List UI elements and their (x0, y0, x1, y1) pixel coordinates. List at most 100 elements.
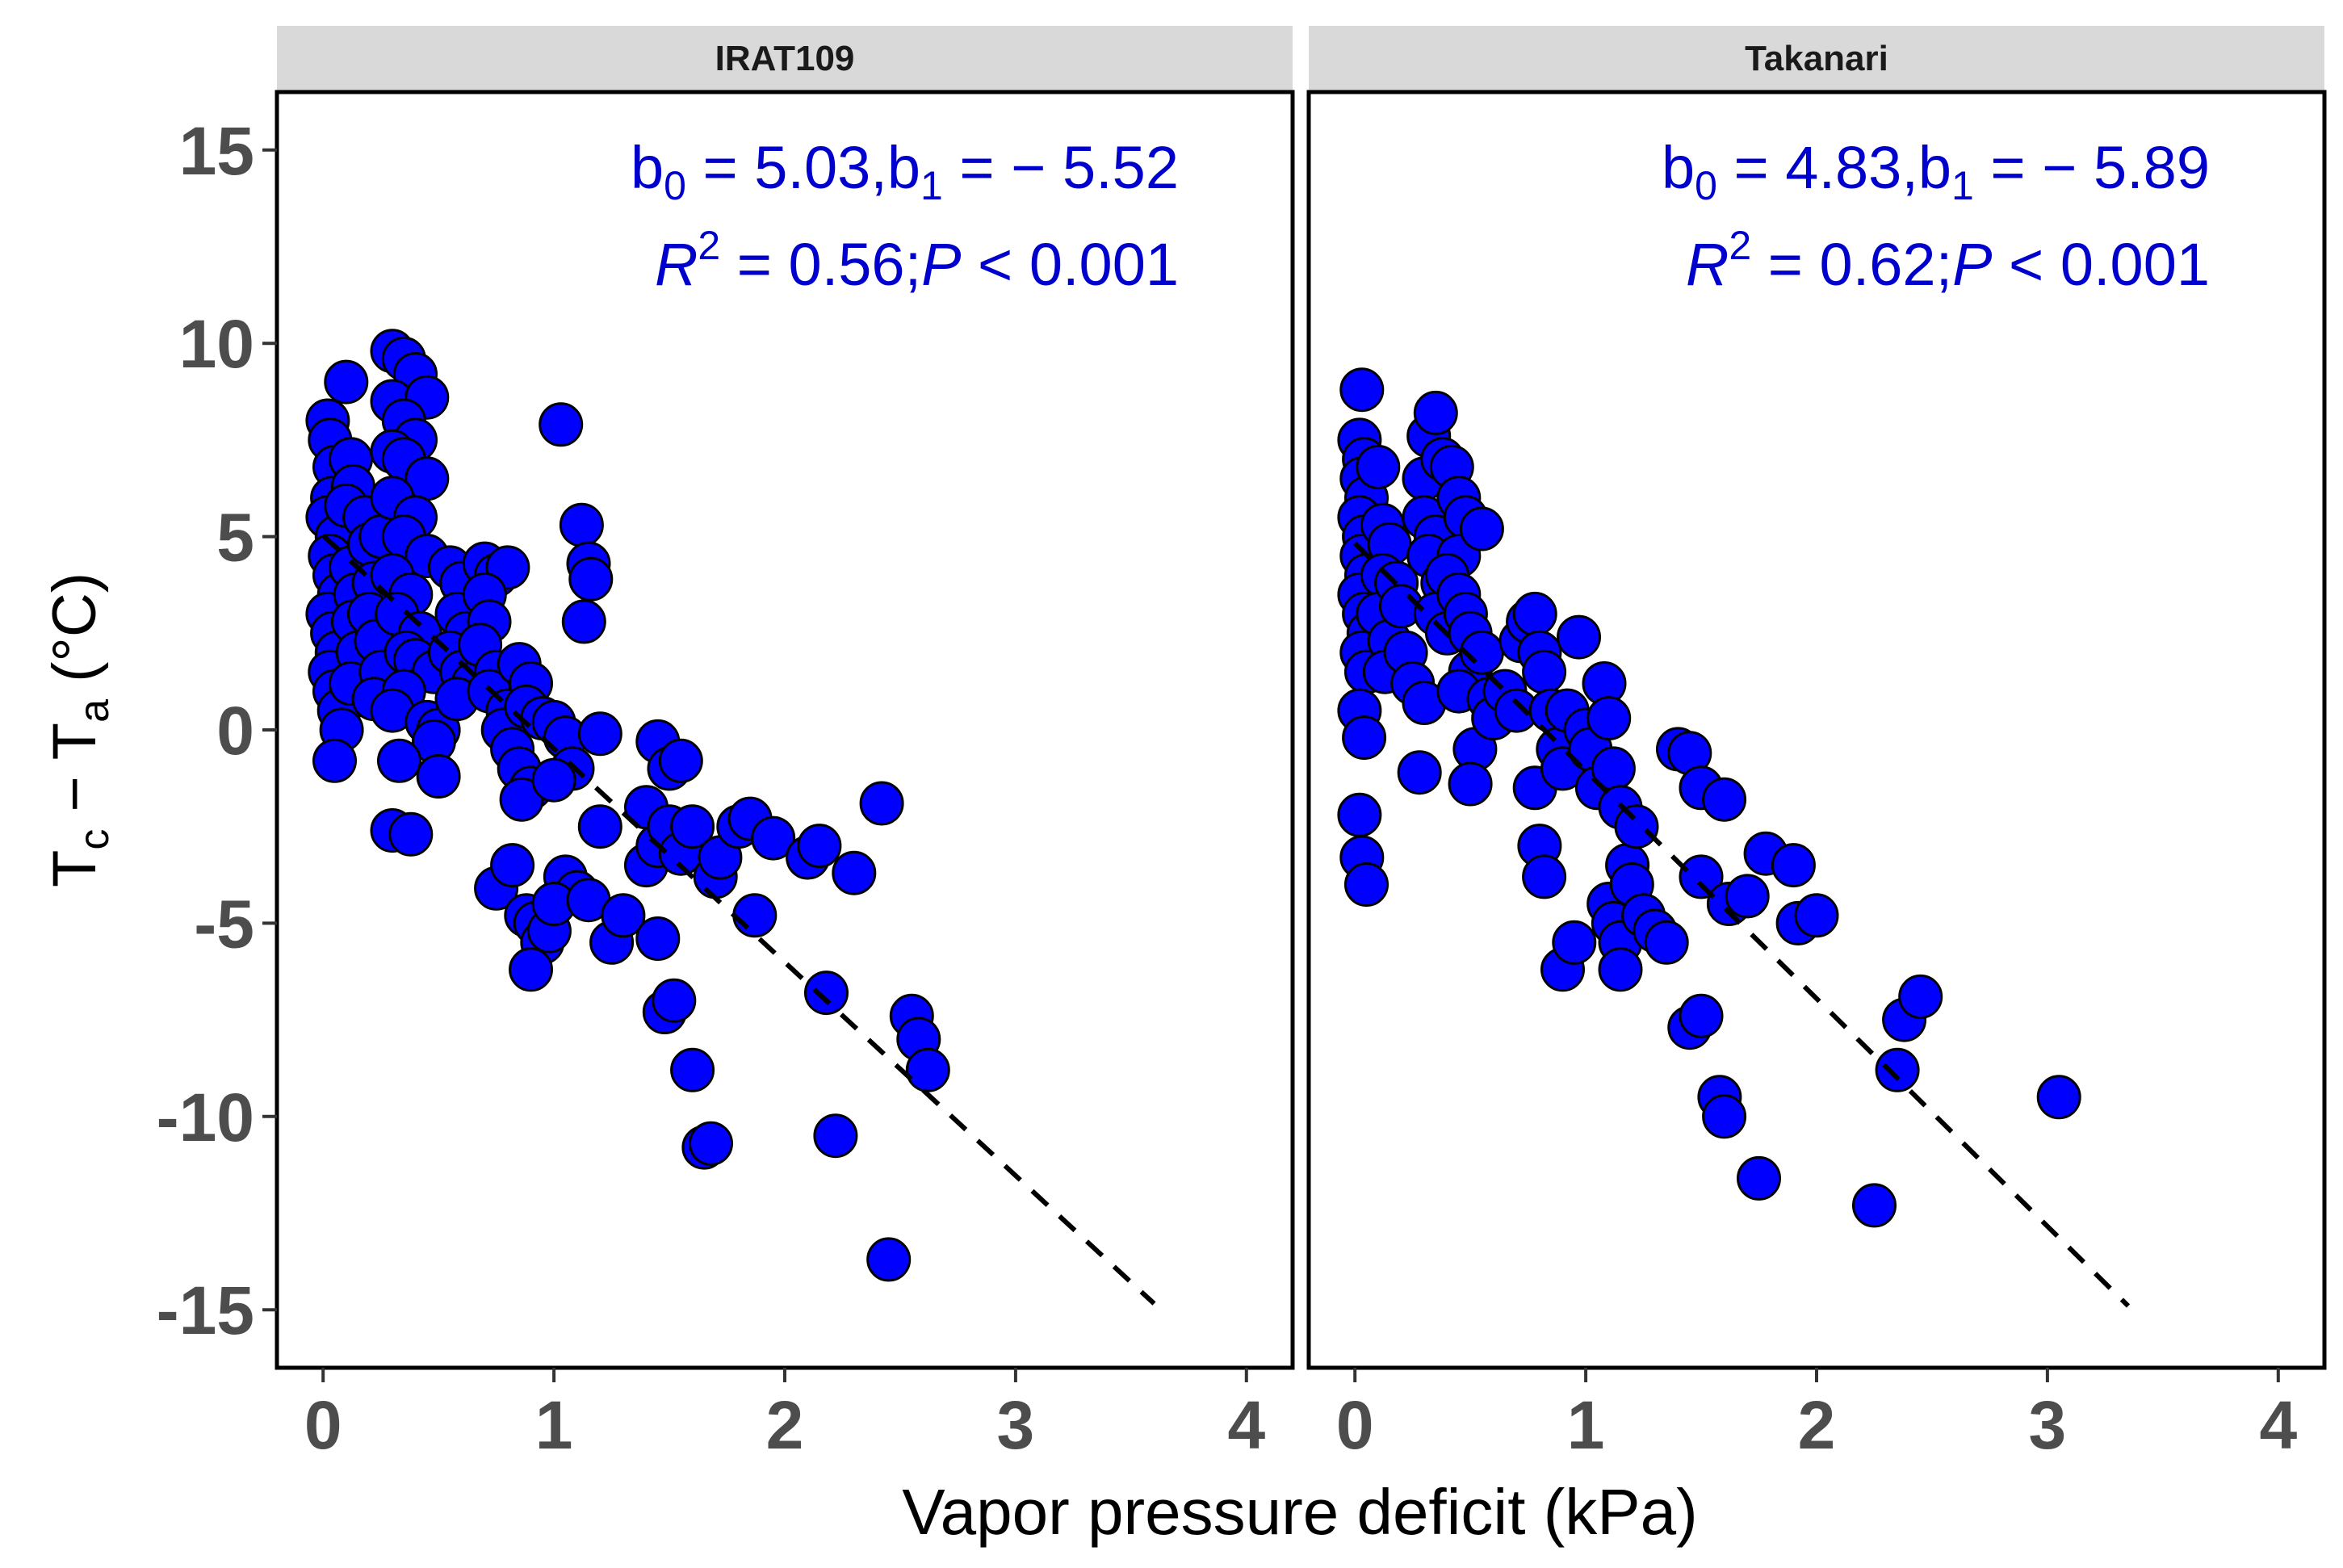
panel-takanari: Takanari b0 = 4.83,b1 = − 5.89 R2 = 0.62… (1306, 26, 2327, 1463)
data-point (1794, 893, 1839, 938)
y-axis: 15 10 5 0 -5 -10 -15 (157, 113, 277, 1348)
data-point (1598, 947, 1643, 992)
data-point (1737, 1155, 1781, 1201)
data-point (1614, 804, 1659, 849)
data-point (652, 978, 697, 1023)
data-point (670, 804, 715, 849)
data-point (866, 1237, 912, 1282)
x-tick-label: 1 (1567, 1387, 1605, 1463)
data-point (1586, 696, 1632, 741)
y-tick-label: -10 (157, 1080, 254, 1155)
data-point (1413, 390, 1458, 435)
data-point (1771, 843, 1816, 888)
y-tick-label: -15 (157, 1272, 254, 1348)
fit-statistics-label: R2 = 0.56;P < 0.001 (655, 223, 1179, 298)
data-point (388, 811, 434, 857)
x-tick-label: 3 (2029, 1387, 2067, 1463)
data-point (490, 843, 535, 888)
regression-fit-group (321, 533, 1156, 1306)
strip-background (277, 26, 1293, 90)
x-tick-label: 2 (1798, 1387, 1836, 1463)
data-point (797, 824, 842, 869)
x-tick-label: 3 (997, 1387, 1035, 1463)
data-point (689, 1121, 733, 1166)
fit-coefficients-label: b0 = 4.83,b1 = − 5.89 (1662, 134, 2210, 208)
data-point (531, 757, 576, 803)
data-point (1459, 506, 1504, 551)
panel-irat109: IRAT109 b0 = 5.03,b1 = − 5.52 R2 = 0.56;… (157, 26, 1295, 1463)
data-point (324, 359, 369, 405)
x-axis: 0 1 2 3 4 (304, 1368, 1265, 1463)
scatter-points (1337, 367, 2081, 1228)
data-point (1898, 974, 1943, 1019)
regression-line (1353, 541, 2131, 1308)
x-tick-label: 0 (1336, 1387, 1374, 1463)
y-tick-label: 10 (179, 306, 254, 382)
data-point (509, 947, 553, 992)
data-point (905, 1047, 950, 1092)
fit-statistics-label: R2 = 0.62;P < 0.001 (1686, 223, 2210, 298)
data-point (658, 738, 703, 783)
y-tick-label: 0 (216, 693, 254, 769)
data-point (312, 738, 357, 783)
data-point (1339, 367, 1385, 413)
y-tick-label: -5 (194, 886, 254, 962)
strip-label: Takanari (1745, 39, 1888, 78)
x-axis-title: Vapor pressure deficit (kPa) (902, 1476, 1698, 1548)
data-point (859, 781, 904, 826)
strip-background (1309, 26, 2324, 90)
regression-line (321, 533, 1156, 1306)
data-point (1557, 614, 1601, 660)
data-point (832, 850, 877, 895)
data-point (568, 556, 614, 602)
data-point (539, 402, 584, 447)
y-tick-label: 15 (179, 113, 254, 189)
data-point (732, 893, 778, 938)
x-tick-label: 0 (304, 1387, 342, 1463)
scatter-points (305, 329, 950, 1282)
x-axis: 0 1 2 3 4 (1336, 1368, 2297, 1463)
data-point (670, 1047, 715, 1092)
data-point (2036, 1075, 2081, 1120)
data-point (1512, 591, 1557, 636)
data-point (577, 804, 622, 849)
data-point (751, 815, 796, 861)
data-point (1644, 920, 1689, 965)
data-point (416, 754, 461, 799)
data-point (1342, 715, 1387, 761)
data-point (601, 893, 646, 938)
data-point (1344, 862, 1389, 907)
data-point (1679, 854, 1724, 899)
data-point (1702, 777, 1747, 822)
data-point (577, 711, 622, 757)
data-point (377, 738, 421, 783)
data-point (1356, 444, 1401, 489)
x-tick-label: 4 (1227, 1387, 1265, 1463)
y-tick-label: 5 (216, 500, 254, 576)
data-point (1337, 792, 1382, 837)
data-point (1679, 993, 1724, 1038)
strip-label: IRAT109 (715, 39, 855, 78)
data-point (561, 599, 606, 644)
regression-fit-group (1353, 541, 2131, 1308)
data-point (1552, 920, 1597, 965)
data-point (559, 502, 604, 547)
fit-coefficients-label: b0 = 5.03,b1 = − 5.52 (631, 134, 1179, 208)
data-point (1725, 874, 1770, 919)
data-point (1522, 649, 1567, 694)
data-point (1397, 750, 1442, 795)
x-tick-label: 1 (535, 1387, 573, 1463)
y-axis-title: Tc − Ta (°C) (40, 572, 118, 887)
data-point (804, 971, 849, 1016)
data-point (1875, 1047, 1920, 1092)
data-point (1702, 1094, 1747, 1139)
data-point (1852, 1183, 1897, 1228)
x-tick-label: 2 (766, 1387, 804, 1463)
data-point (813, 1113, 858, 1159)
data-point (1522, 854, 1567, 899)
x-tick-label: 4 (2259, 1387, 2297, 1463)
data-point (1448, 761, 1493, 807)
data-point (635, 916, 681, 961)
data-point (499, 777, 544, 822)
